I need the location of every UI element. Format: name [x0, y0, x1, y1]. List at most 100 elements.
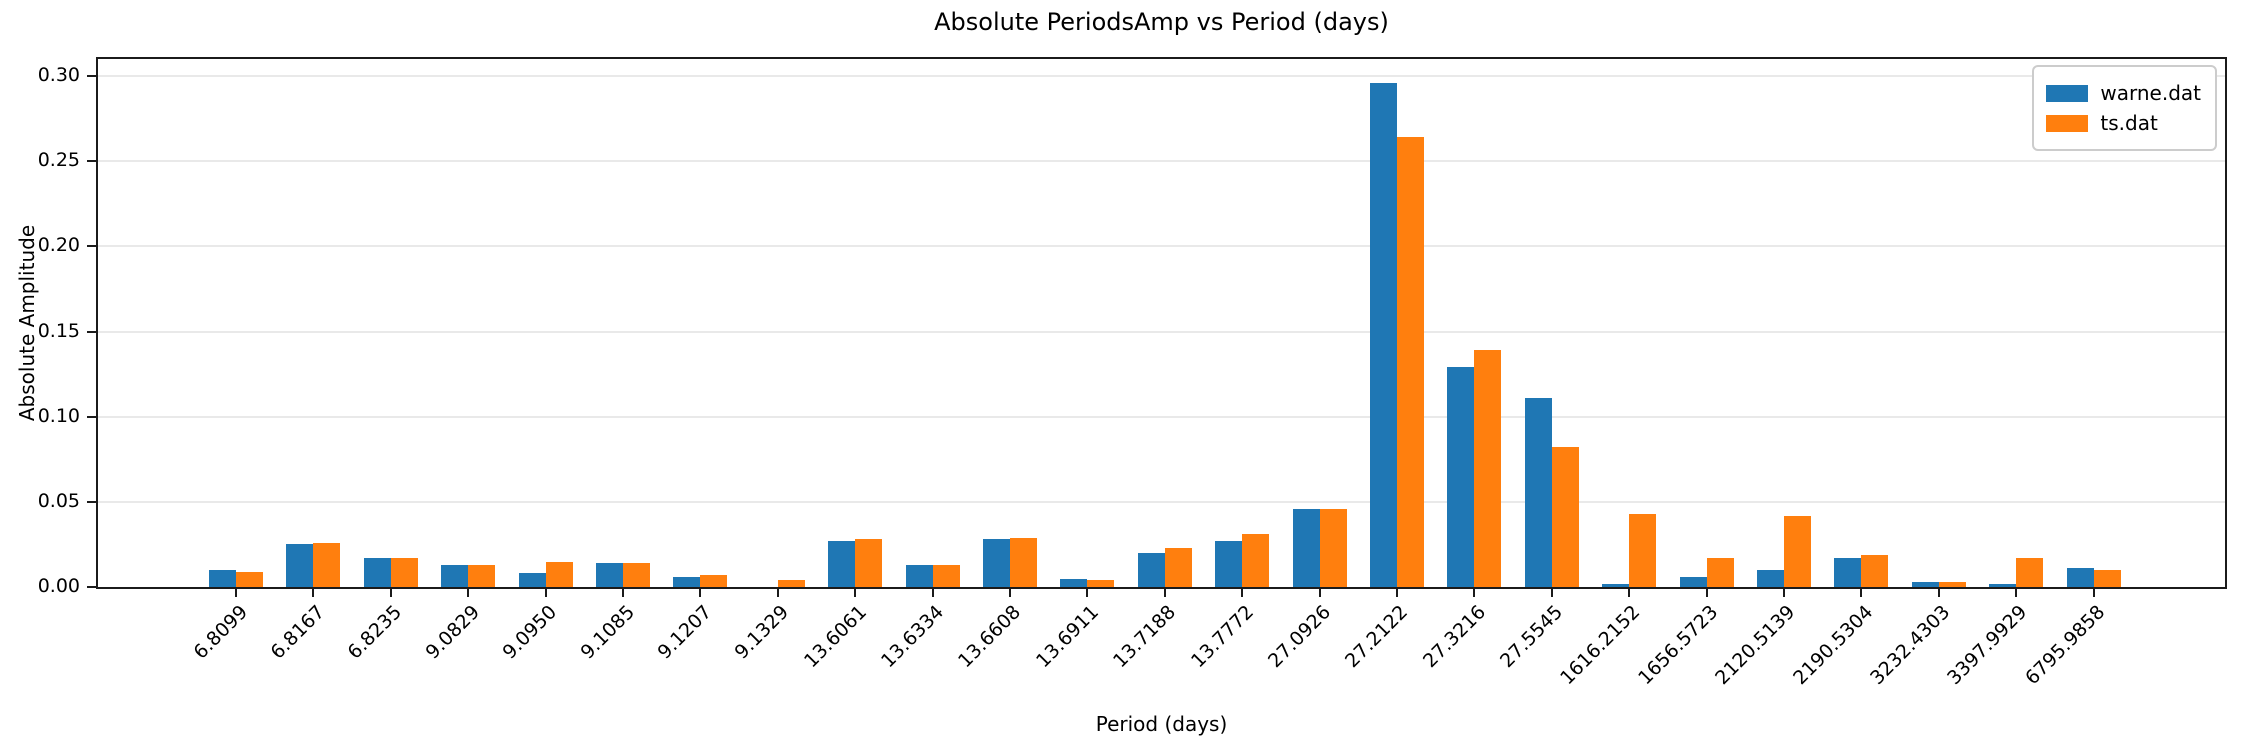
gridline — [98, 160, 2225, 163]
gridline — [98, 245, 2225, 248]
bar — [1292, 508, 1320, 587]
x-tick-mark — [1086, 589, 1089, 597]
gridline — [98, 500, 2225, 503]
bar — [1319, 508, 1347, 587]
y-tick-label: 0.05 — [37, 489, 80, 512]
x-tick-label: 9.1207 — [653, 601, 716, 664]
y-tick-mark — [87, 586, 96, 588]
x-tick-mark — [699, 589, 702, 597]
x-tick-mark — [1318, 589, 1321, 597]
x-tick-mark — [776, 589, 779, 597]
legend-entry: warne.dat — [2046, 81, 2201, 105]
y-tick-label: 0.00 — [37, 575, 80, 597]
x-tick-label: 6.8099 — [188, 601, 252, 664]
y-tick-label: 0.20 — [37, 234, 80, 257]
x-tick-label: 2120.5139 — [1711, 601, 1800, 690]
bar — [596, 563, 623, 587]
x-tick-label: 9.1085 — [575, 601, 639, 664]
bar — [1010, 537, 1037, 587]
bar — [545, 561, 573, 587]
bar — [855, 539, 883, 587]
x-tick-label: 9.1329 — [730, 601, 794, 664]
bar — [905, 564, 933, 587]
x-tick-mark — [854, 589, 857, 597]
legend-entry: ts.dat — [2046, 111, 2201, 135]
x-tick-mark — [235, 589, 237, 597]
legend-swatch — [2046, 114, 2089, 132]
gridline — [98, 330, 2225, 333]
x-tick-label: 13.6608 — [954, 601, 1026, 673]
x-tick-label: 3232.4303 — [1866, 601, 1955, 690]
x-tick-label: 9.0829 — [421, 601, 484, 664]
x-tick-label: 2190.5304 — [1788, 601, 1877, 690]
x-tick-mark — [1937, 589, 1940, 597]
x-tick-mark — [622, 589, 624, 597]
x-tick-mark — [389, 589, 392, 597]
bar — [1861, 554, 1889, 587]
y-tick-label: 0.15 — [37, 319, 80, 342]
y-tick-mark — [87, 160, 96, 163]
bar — [236, 571, 263, 587]
x-tick-label: 6.8235 — [343, 601, 407, 664]
bar — [209, 570, 236, 587]
bar — [1060, 578, 1088, 587]
bar — [828, 541, 856, 587]
x-tick-label: 13.6334 — [877, 601, 949, 673]
y-tick-label: 0.30 — [37, 64, 80, 87]
bar — [1679, 576, 1707, 587]
x-tick-label: 13.6911 — [1031, 601, 1103, 673]
y-tick-mark — [87, 75, 96, 78]
y-tick-label: 0.25 — [37, 149, 80, 172]
bar — [1989, 583, 2017, 587]
x-tick-mark — [544, 589, 547, 597]
x-tick-label: 27.5545 — [1496, 601, 1568, 673]
bar — [1215, 541, 1243, 587]
bar — [623, 563, 650, 587]
x-tick-mark — [2015, 589, 2018, 597]
y-tick-mark — [87, 415, 96, 418]
x-tick-mark — [1473, 589, 1476, 597]
legend: warne.dat ts.dat — [2032, 65, 2217, 151]
x-tick-label: 1616.2152 — [1556, 601, 1645, 690]
bar — [700, 575, 728, 587]
bar — [1784, 515, 1811, 587]
x-tick-label: 1656.5723 — [1633, 601, 1723, 690]
x-axis-label: Period (days) — [1095, 712, 1228, 736]
x-tick-mark — [1396, 589, 1398, 597]
x-tick-label: 9.0950 — [498, 601, 562, 664]
x-tick-label: 27.2122 — [1341, 601, 1413, 673]
x-tick-label: 13.6061 — [799, 601, 871, 673]
bar — [1164, 547, 1192, 587]
x-tick-label: 3397.9929 — [1943, 601, 2032, 690]
x-tick-mark — [1550, 589, 1553, 597]
bar — [1629, 513, 1657, 587]
x-tick-mark — [1705, 589, 1708, 597]
x-tick-mark — [1009, 589, 1011, 597]
bar — [2016, 558, 2044, 587]
bar — [777, 580, 805, 587]
bar — [518, 573, 546, 587]
y-tick-mark — [87, 500, 96, 503]
bar — [1397, 137, 1424, 587]
x-tick-mark — [931, 589, 934, 597]
x-tick-mark — [1628, 589, 1631, 597]
bar — [390, 558, 418, 587]
bar — [363, 558, 391, 587]
bar — [673, 576, 701, 587]
x-tick-mark — [1241, 589, 1244, 597]
bar — [983, 539, 1010, 587]
x-tick-mark — [467, 589, 470, 597]
bar — [1551, 447, 1579, 587]
plot-area — [96, 57, 2227, 589]
y-tick-mark — [87, 245, 96, 248]
bar — [1087, 580, 1115, 587]
bar — [2066, 568, 2094, 587]
gridline — [98, 75, 2225, 78]
x-tick-mark — [1783, 589, 1785, 597]
y-tick-mark — [87, 330, 96, 333]
bar — [1706, 558, 1734, 587]
gridline — [98, 415, 2225, 418]
bar — [468, 564, 496, 587]
bar — [1524, 397, 1552, 587]
x-tick-mark — [1163, 589, 1166, 597]
